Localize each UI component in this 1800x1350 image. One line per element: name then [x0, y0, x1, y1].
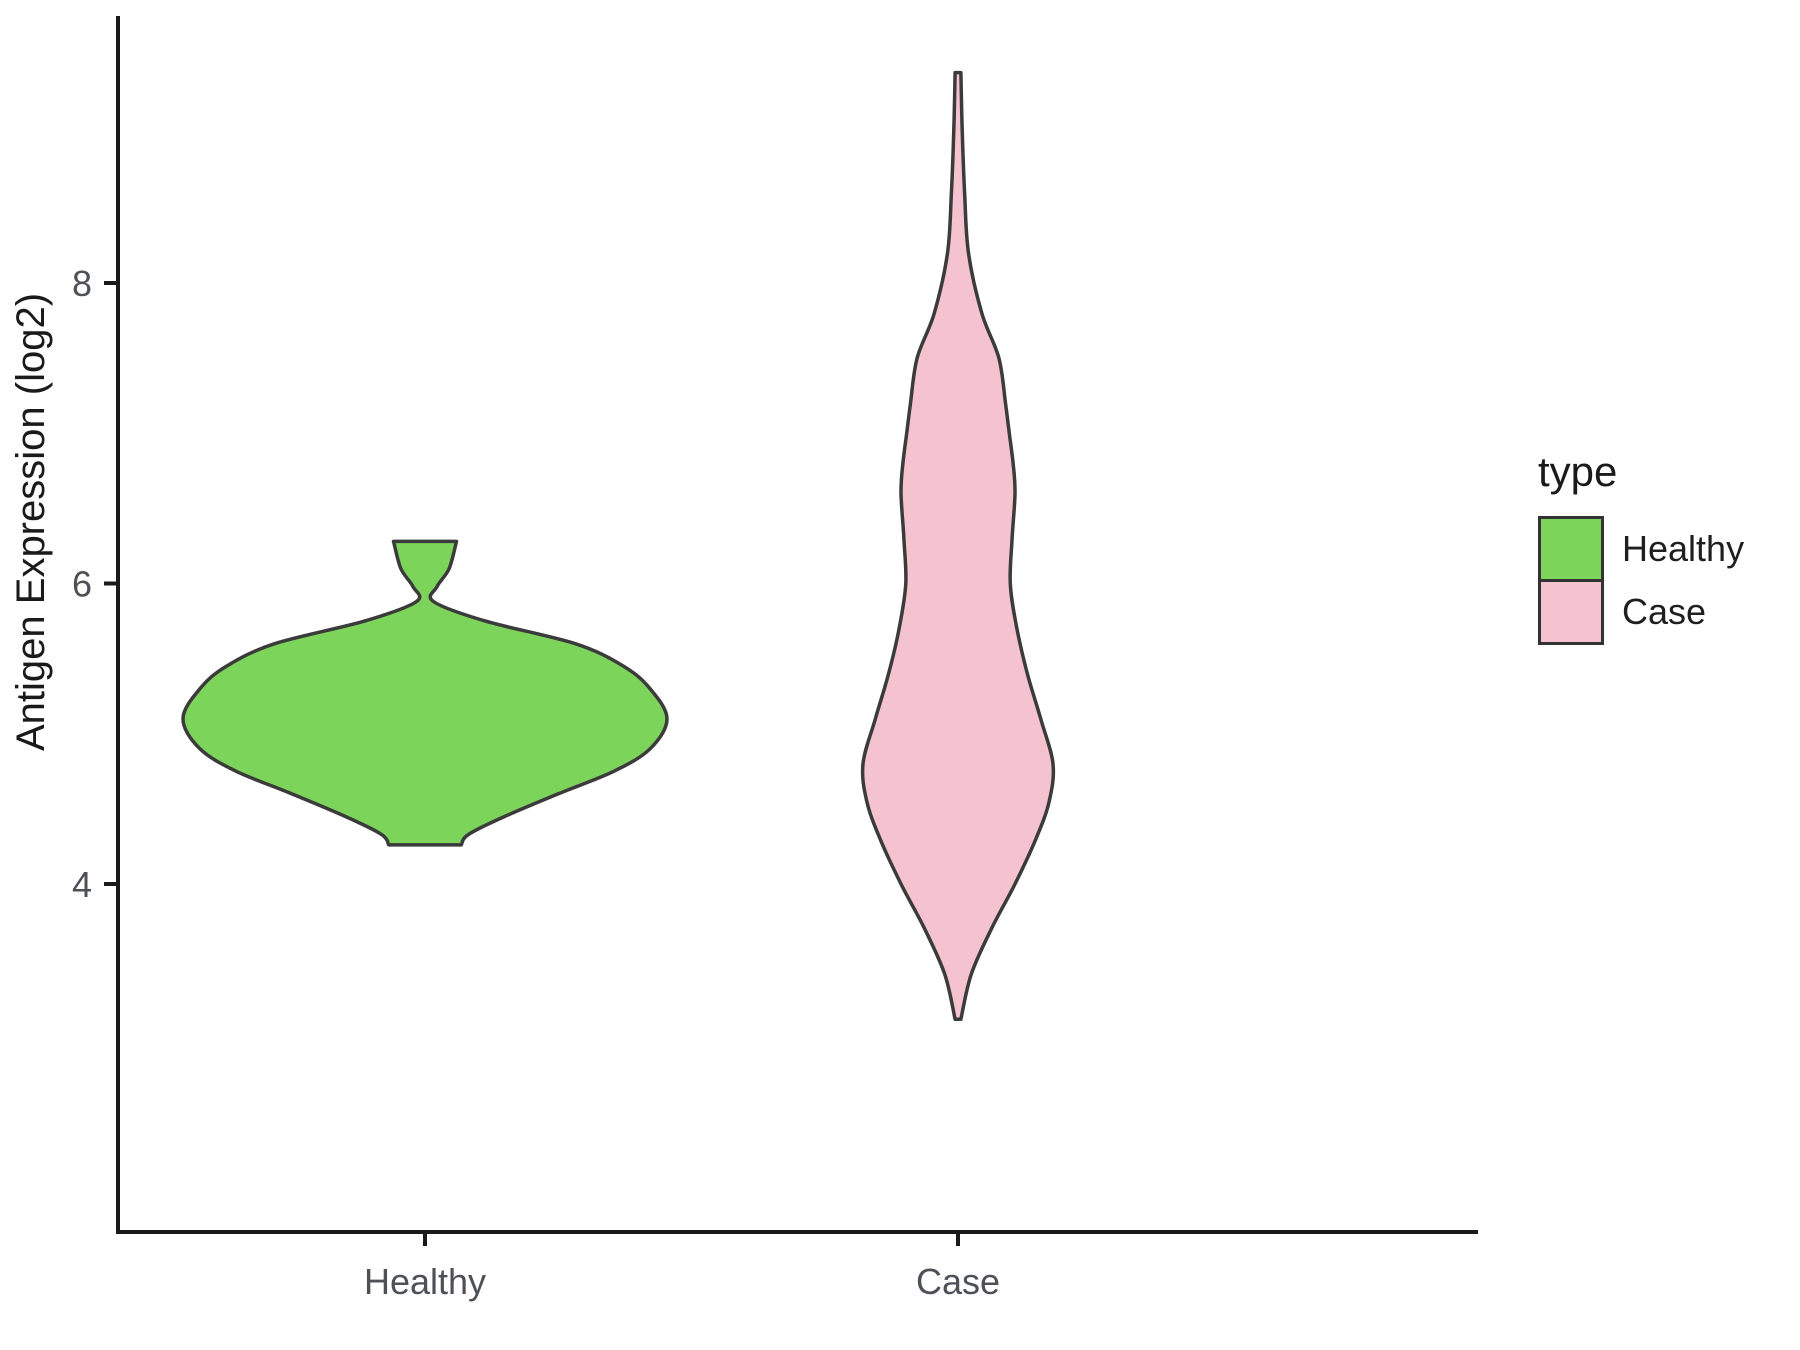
legend-entry-healthy: Healthy — [1538, 516, 1744, 582]
legend-entries: Healthy Case — [1538, 516, 1744, 645]
legend: type Healthy Case — [1538, 448, 1744, 645]
y-tick-label: 6 — [72, 564, 92, 605]
healthy-violin — [181, 539, 669, 847]
legend-entry-case: Case — [1538, 579, 1744, 645]
axes-layer: 4 6 8 Healthy Case — [72, 16, 1478, 1302]
legend-entry-label: Case — [1622, 591, 1707, 632]
y-tick-label: 4 — [72, 864, 92, 905]
legend-entry-label: Healthy — [1622, 528, 1745, 569]
y-tick-label: 8 — [72, 263, 92, 304]
legend-key-swatch — [1538, 579, 1604, 645]
case-violin — [860, 70, 1056, 1021]
x-category-label: Healthy — [364, 1261, 486, 1302]
legend-key-swatch — [1538, 516, 1604, 582]
legend-title: type — [1538, 448, 1618, 495]
x-category-label: Case — [916, 1261, 1000, 1302]
violins-layer — [181, 70, 1056, 1021]
y-axis-title: Antigen Expression (log2) — [9, 293, 53, 751]
